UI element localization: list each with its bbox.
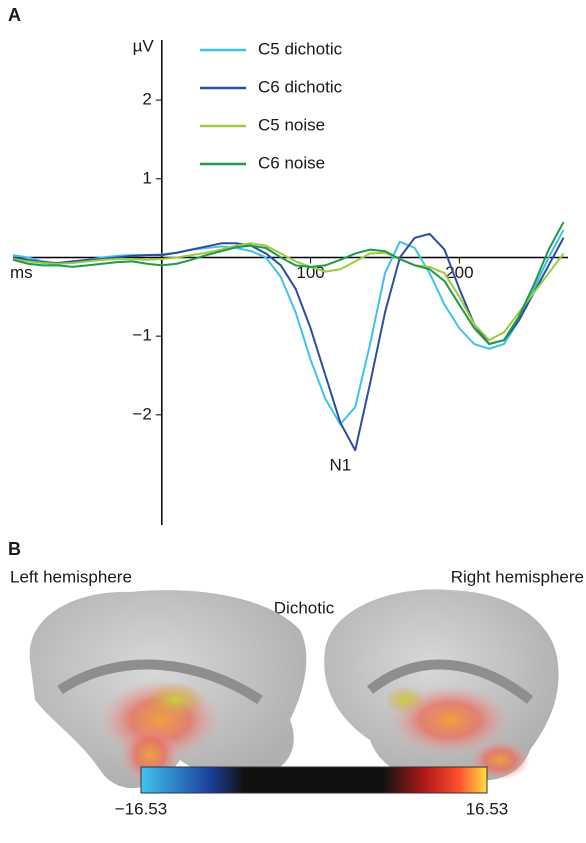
colorbar-label: −16.53 xyxy=(115,799,167,818)
line-chart: µV ms 2 1 −1 −2 100 200 C5 dichotic C6 dichotic C5… xyxy=(10,36,568,525)
y-tick-label: 1 xyxy=(142,168,151,187)
x-axis-label: ms xyxy=(10,263,33,282)
series-line xyxy=(12,221,565,346)
series-line xyxy=(12,229,565,426)
hemisphere-label: Left hemisphere xyxy=(10,567,132,586)
hemisphere-label: Right hemisphere xyxy=(451,567,584,586)
legend-label: C6 noise xyxy=(258,153,325,172)
y-axis-label: µV xyxy=(133,36,155,55)
y-tick-label: −1 xyxy=(132,326,151,345)
annotation: N1 xyxy=(329,455,351,474)
legend-label: C5 noise xyxy=(258,115,325,134)
legend-label: C6 dichotic xyxy=(258,77,343,96)
y-tick-label: −2 xyxy=(132,404,151,423)
series-line xyxy=(12,232,565,452)
panel-label: A xyxy=(8,5,21,25)
colorbar-label: 16.53 xyxy=(466,799,509,818)
condition-label: Dichotic xyxy=(274,598,335,617)
y-tick-label: 2 xyxy=(142,90,151,109)
right-brain xyxy=(324,589,559,781)
colorbar xyxy=(140,766,488,794)
x-tick-label: 200 xyxy=(445,263,473,282)
panel-label: B xyxy=(8,539,21,559)
legend-label: C5 dichotic xyxy=(258,39,343,58)
series-line xyxy=(12,242,565,342)
left-brain xyxy=(29,590,307,789)
x-tick-label: 100 xyxy=(296,263,324,282)
